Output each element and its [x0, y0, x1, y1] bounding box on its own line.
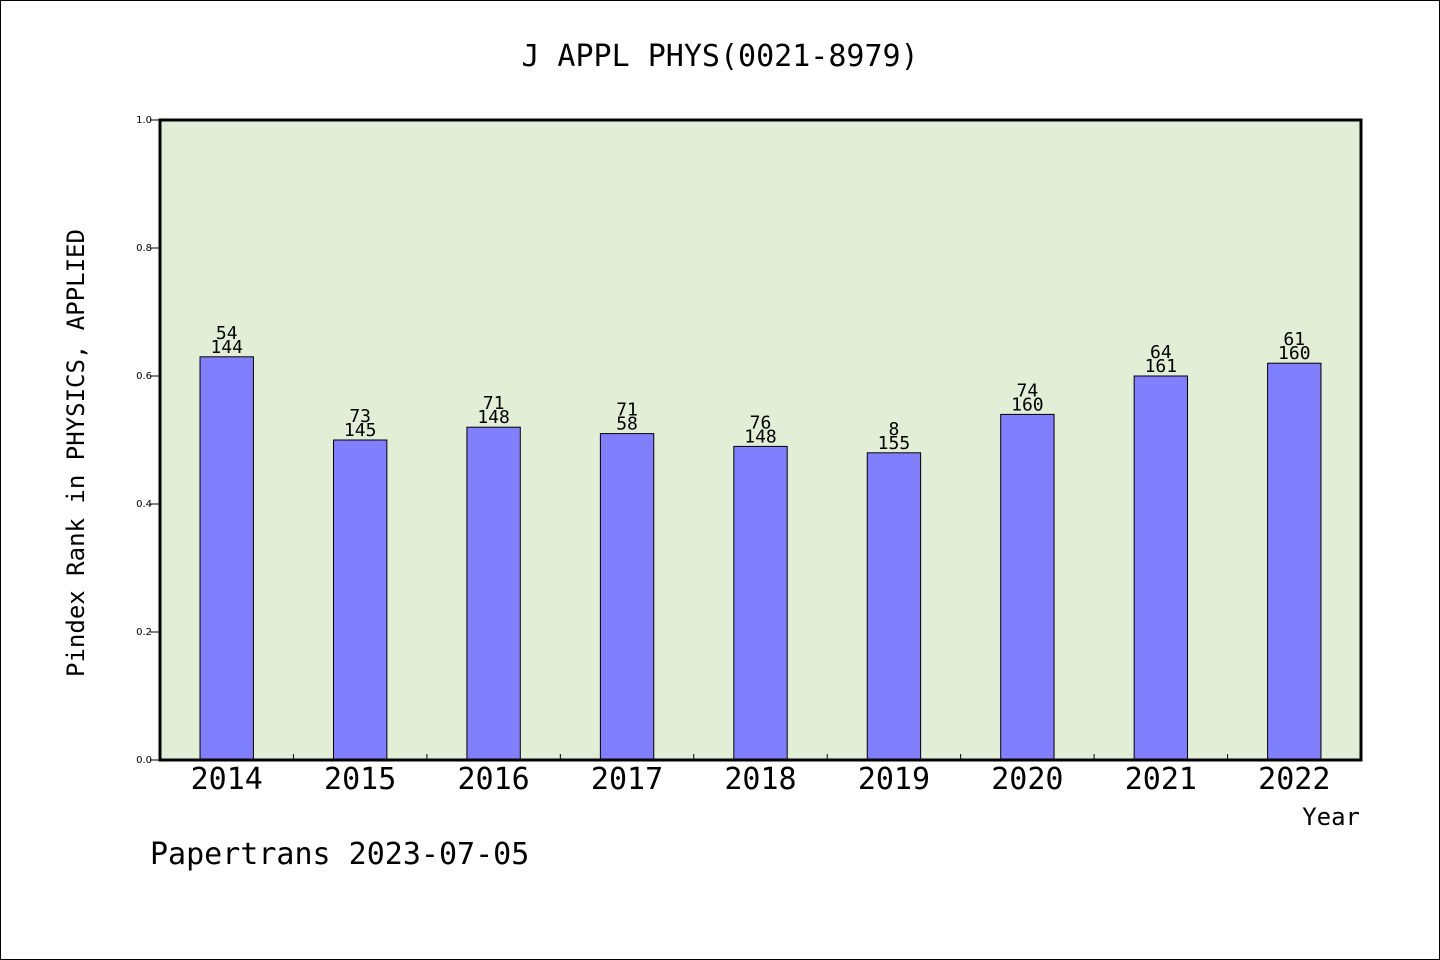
bar-total-label: 148 [744, 426, 777, 447]
bar-rank-label: 74 [1017, 380, 1039, 401]
bar-total-label: 145 [344, 420, 377, 441]
x-tick-label: 2021 [1125, 762, 1197, 797]
bar-rank-label: 71 [483, 393, 505, 414]
bar-total-label: 160 [1278, 343, 1311, 364]
x-tick-label: 2016 [457, 762, 529, 797]
y-tick-label: 0.8 [136, 243, 152, 254]
bar-2021 [1133, 375, 1189, 761]
bar-rank-label: 54 [216, 323, 238, 344]
bar-rank-label: 8 [889, 419, 900, 440]
bar-2019 [866, 452, 922, 761]
bar-2020 [1000, 413, 1055, 761]
bar-rank-label: 61 [1283, 329, 1305, 350]
y-tick-label: 0.2 [136, 627, 152, 638]
chart-title: J APPL PHYS(0021-8979) [521, 39, 918, 74]
x-tick-label: 2015 [324, 762, 396, 797]
y-tick-label: 1.0 [136, 115, 152, 126]
y-axis: 0.0 0.2 0.4 0.6 0.8 1.0 [136, 115, 160, 766]
plot-border [158, 118, 1363, 762]
x-tick-label: 2022 [1258, 762, 1330, 797]
bar-2018 [733, 445, 788, 761]
bar-2022 [1267, 362, 1322, 761]
x-tick-label: 2020 [991, 762, 1063, 797]
y-tick-label: 0.6 [136, 371, 152, 382]
bar-series [199, 356, 1322, 761]
bar-2015 [332, 439, 388, 761]
bar-2014 [199, 356, 254, 761]
bar-total-label: 155 [878, 433, 911, 454]
x-tick-label: 2019 [858, 762, 930, 797]
bar-2017 [599, 433, 655, 761]
footer-text: Papertrans 2023-07-05 [150, 837, 529, 872]
bar-total-label: 161 [1145, 356, 1178, 377]
bar-rank-label: 64 [1150, 342, 1172, 363]
bar-total-label: 58 [616, 414, 638, 435]
x-tick-label: 2014 [191, 762, 263, 797]
x-axis: 2014 2015 2016 2017 2018 2019 2020 2021 2022 [191, 754, 1330, 797]
bar-total-label: 144 [210, 337, 243, 358]
bar-2016 [466, 426, 521, 761]
bar-rank-label: 76 [750, 412, 772, 433]
y-tick-label: 0.0 [136, 755, 152, 766]
y-axis-label: Pindex Rank in PHYSICS, APPLIED [62, 229, 90, 677]
x-tick-label: 2017 [591, 762, 663, 797]
x-tick-label: 2018 [724, 762, 796, 797]
bar-rank-label: 73 [349, 406, 371, 427]
x-axis-label: Year [1302, 803, 1360, 831]
y-tick-label: 0.4 [136, 499, 152, 510]
bar-total-label: 148 [477, 407, 510, 428]
bar-rank-label: 71 [616, 400, 638, 421]
bar-total-label: 160 [1011, 394, 1044, 415]
